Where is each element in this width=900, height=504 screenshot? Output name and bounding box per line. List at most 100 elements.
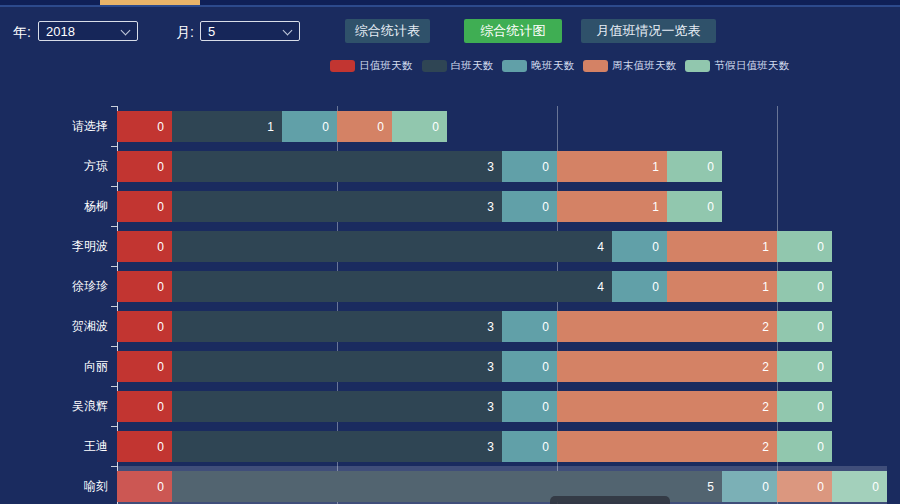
- bar-value-label: 0: [817, 320, 824, 334]
- bar-value-label: 1: [652, 200, 659, 214]
- bar-value-label: 1: [652, 160, 659, 174]
- bar-value-label: 0: [157, 320, 164, 334]
- bar-value-label: 0: [322, 120, 329, 134]
- bar-segment[interactable]: 0: [777, 431, 832, 462]
- bar-segment[interactable]: 0: [667, 151, 722, 182]
- bar-segment[interactable]: 0: [337, 111, 392, 142]
- hover-highlight-band: [117, 466, 887, 504]
- bar-value-label: 1: [762, 240, 769, 254]
- bar-segment[interactable]: 4: [172, 271, 612, 302]
- bar-value-label: 2: [762, 360, 769, 374]
- bar-segment[interactable]: 3: [172, 191, 502, 222]
- bar-segment[interactable]: 2: [557, 391, 777, 422]
- bar-segment[interactable]: 0: [777, 311, 832, 342]
- bar-value-label: 0: [542, 440, 549, 454]
- category-label: 喻刻: [0, 466, 108, 504]
- bar-value-label: 3: [487, 440, 494, 454]
- bar-value-label: 3: [487, 400, 494, 414]
- category-label: 杨柳: [0, 186, 108, 226]
- bar-segment[interactable]: 0: [612, 231, 667, 262]
- bar-value-label: 0: [157, 120, 164, 134]
- bar-segment[interactable]: 0: [502, 191, 557, 222]
- tooltip-peek: [550, 496, 670, 504]
- category-label: 王迪: [0, 426, 108, 466]
- y-axis-tick: [111, 426, 117, 427]
- bar-segment[interactable]: 1: [172, 111, 282, 142]
- y-axis-tick: [111, 186, 117, 187]
- bar-segment[interactable]: 3: [172, 351, 502, 382]
- bar-value-label: 0: [652, 280, 659, 294]
- bar-segment[interactable]: 2: [557, 311, 777, 342]
- category-label: 李明波: [0, 226, 108, 266]
- category-label: 贺湘波: [0, 306, 108, 346]
- bar-segment[interactable]: 0: [502, 391, 557, 422]
- bar-segment[interactable]: 1: [557, 151, 667, 182]
- bar-value-label: 0: [817, 240, 824, 254]
- bar-value-label: 0: [817, 280, 824, 294]
- bar-segment[interactable]: 3: [172, 391, 502, 422]
- bar-segment[interactable]: 1: [667, 231, 777, 262]
- bar-value-label: 4: [597, 280, 604, 294]
- bar-value-label: 0: [157, 280, 164, 294]
- y-axis-tick: [111, 386, 117, 387]
- app-window: 年: 2018 月: 5 综合统计表 综合统计图 月值班情况一览表 日值班天数白…: [0, 0, 900, 504]
- bar-segment[interactable]: 0: [117, 311, 172, 342]
- bar-value-label: 0: [707, 200, 714, 214]
- bar-segment[interactable]: 0: [117, 351, 172, 382]
- bar-segment[interactable]: 0: [667, 191, 722, 222]
- bar-segment[interactable]: 2: [557, 351, 777, 382]
- bar-segment[interactable]: 1: [557, 191, 667, 222]
- stacked-bar-chart: 请选择01000方琼03010杨柳03010李明波04010徐珍珍04010贺湘…: [0, 0, 900, 504]
- bar-segment[interactable]: 0: [502, 351, 557, 382]
- bar-segment[interactable]: 0: [502, 311, 557, 342]
- bar-value-label: 4: [597, 240, 604, 254]
- bar-segment[interactable]: 0: [502, 151, 557, 182]
- bar-segment[interactable]: 0: [117, 151, 172, 182]
- bar-segment[interactable]: 0: [777, 271, 832, 302]
- y-axis-tick: [111, 146, 117, 147]
- bar-value-label: 0: [542, 400, 549, 414]
- bar-segment[interactable]: 0: [777, 351, 832, 382]
- y-axis-tick: [111, 346, 117, 347]
- bar-segment[interactable]: 0: [392, 111, 447, 142]
- bar-segment[interactable]: 3: [172, 151, 502, 182]
- bar-value-label: 0: [432, 120, 439, 134]
- category-label: 向丽: [0, 346, 108, 386]
- bar-value-label: 0: [157, 360, 164, 374]
- bar-segment[interactable]: 0: [777, 231, 832, 262]
- bar-segment[interactable]: 0: [117, 391, 172, 422]
- bar-segment[interactable]: 1: [667, 271, 777, 302]
- bar-segment[interactable]: 0: [612, 271, 667, 302]
- bar-value-label: 0: [157, 160, 164, 174]
- bar-segment[interactable]: 4: [172, 231, 612, 262]
- category-label: 徐珍珍: [0, 266, 108, 306]
- bar-segment[interactable]: 0: [502, 431, 557, 462]
- bar-value-label: 0: [157, 440, 164, 454]
- bar-value-label: 0: [542, 200, 549, 214]
- bar-segment[interactable]: 0: [117, 111, 172, 142]
- bar-value-label: 0: [707, 160, 714, 174]
- bar-segment[interactable]: 2: [557, 431, 777, 462]
- bar-segment[interactable]: 3: [172, 431, 502, 462]
- y-axis-tick: [111, 106, 117, 107]
- bar-value-label: 0: [817, 440, 824, 454]
- y-axis-tick: [111, 266, 117, 267]
- bar-segment[interactable]: 0: [117, 191, 172, 222]
- bar-value-label: 1: [267, 120, 274, 134]
- y-axis-tick: [111, 226, 117, 227]
- bar-value-label: 0: [377, 120, 384, 134]
- bar-value-label: 0: [542, 160, 549, 174]
- bar-segment[interactable]: 0: [117, 271, 172, 302]
- bar-value-label: 3: [487, 160, 494, 174]
- category-label: 吴浪辉: [0, 386, 108, 426]
- y-axis-tick: [111, 306, 117, 307]
- bar-segment[interactable]: 0: [777, 391, 832, 422]
- bar-value-label: 3: [487, 360, 494, 374]
- bar-value-label: 2: [762, 320, 769, 334]
- bar-segment[interactable]: 0: [282, 111, 337, 142]
- bar-segment[interactable]: 0: [117, 231, 172, 262]
- bar-segment[interactable]: 0: [117, 431, 172, 462]
- bar-segment[interactable]: 3: [172, 311, 502, 342]
- bar-value-label: 1: [762, 280, 769, 294]
- bar-value-label: 3: [487, 320, 494, 334]
